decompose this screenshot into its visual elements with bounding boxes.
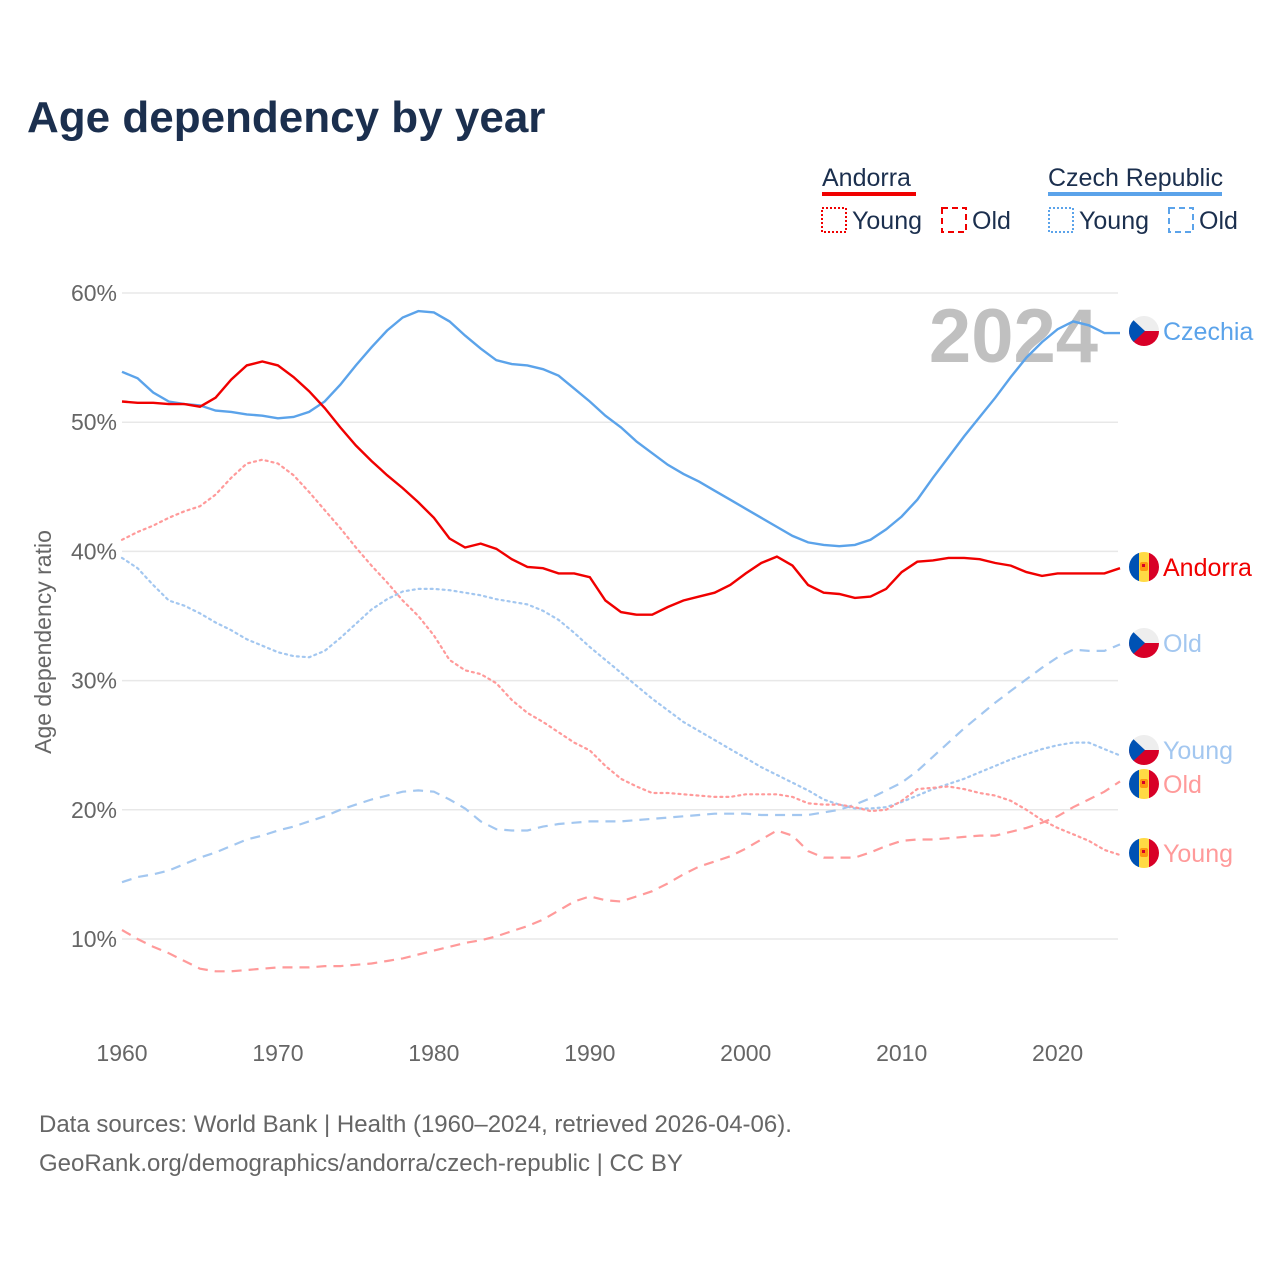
legend-country-andorra: Andorra: [822, 164, 911, 192]
end-label-cz-young: Young: [1129, 735, 1233, 765]
end-label-text: Young: [1163, 840, 1233, 868]
czech-flag-icon: [1129, 735, 1159, 765]
series-line-ad-young: [120, 458, 1122, 857]
y-tick-label: 30%: [71, 668, 117, 694]
y-tick-label: 50%: [71, 409, 117, 435]
legend-young-swatch-czech: [1048, 207, 1074, 233]
y-axis-label: Age dependency ratio: [30, 530, 56, 754]
end-label-ad-young: Young: [1129, 838, 1233, 868]
legend-group-andorra[interactable]: Andorra Young Old: [821, 164, 1011, 235]
footer-url[interactable]: GeoRank.org/demographics/andorra/czech-r…: [39, 1150, 683, 1177]
end-label-text: Young: [1163, 737, 1233, 765]
legend-country-czech-republic: Czech Republic: [1048, 164, 1223, 192]
end-label-cz-total: Czechia: [1129, 316, 1253, 346]
y-tick-label: 40%: [71, 538, 117, 564]
x-tick-label: 2000: [720, 1040, 771, 1066]
czech-flag-icon: [1129, 628, 1159, 658]
x-tick-label: 1960: [96, 1040, 147, 1066]
end-label-text: Andorra: [1163, 554, 1252, 582]
x-tick-label: 1970: [252, 1040, 303, 1066]
andorra-flag-icon: [1129, 769, 1159, 799]
end-label-cz-old: Old: [1129, 628, 1202, 658]
series-line-cz-old: [121, 643, 1121, 884]
legend-old-label-andorra: Old: [972, 207, 1011, 235]
series-line-cz-total: [121, 309, 1120, 548]
legend-young-label-czech: Young: [1079, 207, 1149, 235]
legend-old-swatch-andorra: [941, 207, 967, 233]
y-tick-label: 60%: [71, 280, 117, 306]
series-line-cz-young: [120, 556, 1122, 810]
year-watermark: 2024: [929, 294, 1098, 379]
legend-underline-czech-republic: [1048, 192, 1222, 196]
end-label-ad-old: Old: [1129, 769, 1202, 799]
end-label-ad-total: Andorra: [1129, 552, 1252, 582]
andorra-flag-icon: [1129, 552, 1159, 582]
x-tick-label: 2010: [876, 1040, 927, 1066]
x-axis-ticks: 1960 1970 1980 1990 2000 2010 2020: [96, 1040, 1083, 1066]
czech-flag-icon: [1129, 316, 1159, 346]
x-tick-label: 1990: [564, 1040, 615, 1066]
x-tick-label: 1980: [408, 1040, 459, 1066]
end-label-text: Old: [1163, 630, 1202, 658]
legend-old-swatch-czech: [1168, 207, 1194, 233]
series-line-ad-total: [121, 360, 1121, 616]
legend: Andorra Young Old Czech Republic Young O…: [821, 164, 1238, 235]
andorra-flag-icon: [1129, 838, 1159, 868]
legend-young-swatch-andorra: [821, 207, 847, 233]
series-lines: [120, 309, 1122, 973]
legend-group-czech-republic[interactable]: Czech Republic Young Old: [1048, 164, 1238, 235]
x-tick-label: 2020: [1032, 1040, 1083, 1066]
chart-title: Age dependency by year: [27, 93, 545, 142]
legend-old-label-czech: Old: [1199, 207, 1238, 235]
end-labels: Czechia Andorra Old Young Old Young: [1129, 316, 1253, 868]
y-axis-ticks: 10% 20% 30% 40% 50% 60%: [71, 280, 117, 952]
legend-young-label-andorra: Young: [852, 207, 922, 235]
footer-source: Data sources: World Bank | Health (1960–…: [39, 1111, 792, 1138]
end-label-text: Old: [1163, 771, 1202, 799]
y-tick-label: 10%: [71, 926, 117, 952]
legend-underline-andorra: [822, 192, 916, 196]
y-tick-label: 20%: [71, 797, 117, 823]
series-line-ad-old: [121, 780, 1121, 973]
end-label-text: Czechia: [1163, 318, 1253, 346]
gridlines: [122, 292, 1118, 940]
